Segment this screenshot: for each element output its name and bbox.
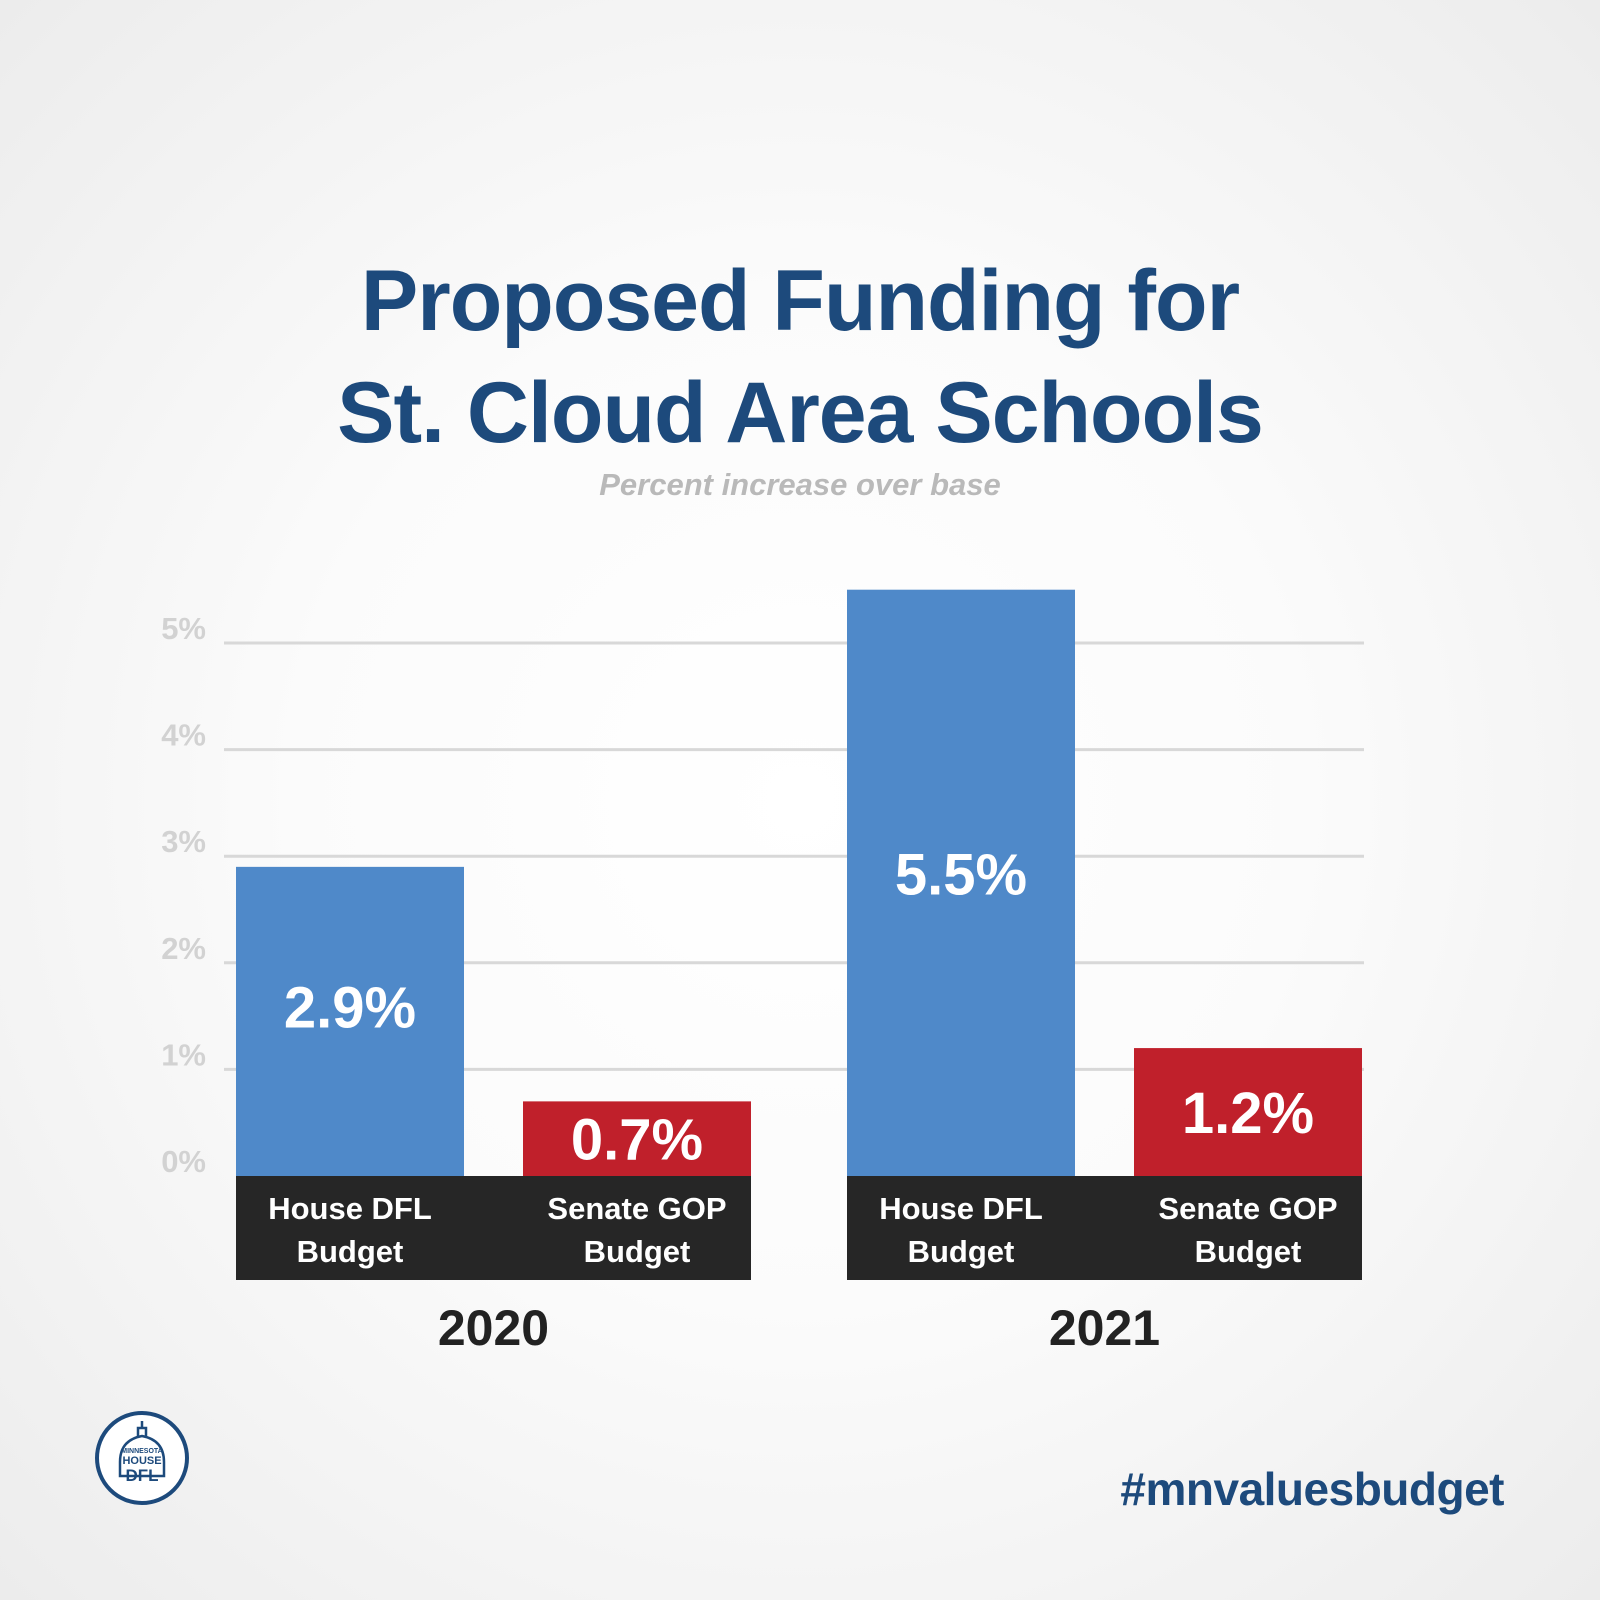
series-label-line-1: Senate GOP: [1158, 1191, 1337, 1226]
series-label-line-1: House DFL: [879, 1191, 1043, 1226]
bars: 2.9% 0.7% 5.5% 1.2%: [236, 589, 1362, 1176]
data-label: 5.5%: [895, 843, 1027, 908]
series-label-bands: House DFL Budget Senate GOP Budget House DFL…: [236, 1176, 1362, 1280]
series-label-line-1: Senate GOP: [547, 1191, 726, 1226]
y-tick-label: 3%: [161, 824, 206, 859]
y-axis-ticks: 0% 1% 2% 3% 4% 5%: [161, 611, 206, 1179]
bar: [847, 589, 1075, 1176]
logo-text-bottom: DFL: [125, 1466, 158, 1485]
logo-text-mid: HOUSE: [122, 1455, 161, 1467]
category-labels: 2020 2021: [438, 1300, 1160, 1356]
y-tick-label: 0%: [161, 1144, 206, 1179]
series-label-line-2: Budget: [1195, 1234, 1302, 1269]
data-label: 0.7%: [571, 1108, 703, 1173]
category-label: 2021: [1049, 1300, 1160, 1356]
data-label: 2.9%: [284, 976, 416, 1041]
y-tick-label: 1%: [161, 1037, 206, 1072]
series-label-line-1: House DFL: [268, 1191, 432, 1226]
y-tick-label: 2%: [161, 931, 206, 966]
bar-chart: 0% 1% 2% 3% 4% 5% 2.9% 0.7% 5.5% 1.2% House DFL B…: [161, 589, 1364, 1356]
bar: [523, 1101, 751, 1176]
category-label: 2020: [438, 1300, 549, 1356]
chart-subtitle: Percent increase over base: [599, 467, 1001, 502]
y-tick-label: 5%: [161, 611, 206, 646]
series-label-line-2: Budget: [297, 1234, 404, 1269]
house-dfl-logo: MINNESOTA HOUSE DFL: [95, 1411, 189, 1505]
series-label-line-2: Budget: [584, 1234, 691, 1269]
logo-ring: [95, 1411, 189, 1505]
bar: [1134, 1048, 1362, 1176]
chart-title-line-2: St. Cloud Area Schools: [337, 365, 1264, 461]
label-band: [847, 1176, 1362, 1280]
capitol-dome-icon: [118, 1434, 166, 1478]
chart-title-line-1: Proposed Funding for: [360, 253, 1240, 349]
logo-text-top: MINNESOTA: [121, 1448, 162, 1455]
series-label-line-2: Budget: [908, 1234, 1015, 1269]
hashtag: #mnvaluesbudget: [1120, 1463, 1504, 1515]
bar: [236, 866, 464, 1176]
capitol-cupola-icon: [136, 1421, 148, 1436]
chart-title: Proposed Funding for St. Cloud Area Scho…: [0, 245, 1600, 469]
label-band: [236, 1176, 751, 1280]
y-tick-label: 4%: [161, 718, 206, 753]
data-label: 1.2%: [1182, 1081, 1314, 1146]
